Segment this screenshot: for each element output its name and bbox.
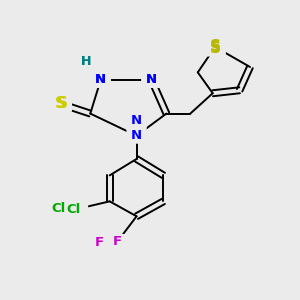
FancyBboxPatch shape [89,235,110,250]
FancyBboxPatch shape [107,234,127,250]
Text: Cl: Cl [52,202,66,215]
Text: N: N [146,73,157,86]
Text: F: F [112,236,122,248]
FancyBboxPatch shape [76,54,96,70]
Text: N: N [131,129,142,142]
Text: H: H [81,56,91,68]
FancyBboxPatch shape [91,72,111,88]
Text: S: S [56,96,68,111]
FancyBboxPatch shape [126,128,147,144]
FancyBboxPatch shape [59,202,88,218]
FancyBboxPatch shape [45,200,73,216]
Text: S: S [55,96,66,111]
FancyBboxPatch shape [91,72,111,88]
Text: N: N [95,73,106,86]
FancyBboxPatch shape [141,72,162,88]
Text: S: S [210,40,220,55]
Text: F: F [95,236,104,249]
FancyBboxPatch shape [126,112,147,128]
Text: H: H [81,55,91,68]
FancyBboxPatch shape [50,96,70,112]
FancyBboxPatch shape [52,96,72,112]
Text: S: S [210,41,221,56]
Text: Cl: Cl [67,203,81,216]
FancyBboxPatch shape [141,72,162,88]
Text: N: N [146,73,157,86]
FancyBboxPatch shape [206,40,226,56]
FancyBboxPatch shape [205,39,225,55]
Text: N: N [95,73,106,86]
FancyBboxPatch shape [76,53,96,69]
Text: N: N [131,114,142,127]
